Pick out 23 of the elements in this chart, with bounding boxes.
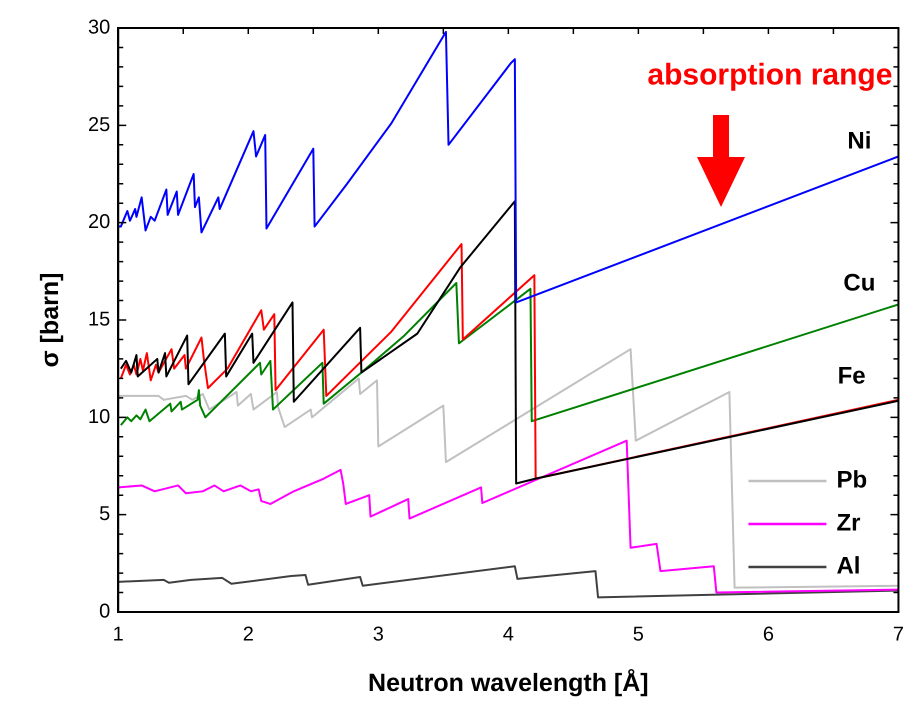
y-axis-title: σ [barn] — [36, 272, 64, 368]
y-tick-label: 25 — [88, 114, 110, 136]
y-tick-label: 10 — [88, 406, 110, 428]
legend-label: Zr — [836, 510, 860, 537]
y-tick-label: 20 — [88, 211, 110, 234]
annotation: Ni — [847, 128, 872, 155]
y-tick-label: 0 — [99, 600, 110, 623]
annotation: Cu — [843, 270, 876, 297]
x-tick-label: 6 — [762, 624, 774, 646]
x-tick-label: 2 — [242, 624, 254, 646]
x-tick-label: 4 — [502, 624, 514, 646]
y-tick-label: 5 — [99, 503, 110, 526]
y-tick-label: 15 — [88, 308, 110, 331]
legend-label: Al — [836, 552, 860, 580]
annotation: Fe — [838, 362, 866, 390]
x-tick-label: 7 — [892, 624, 904, 646]
legend-label: Pb — [836, 466, 868, 494]
x-tick-label: 5 — [632, 624, 644, 646]
x-axis-title: Neutron wavelength [Å] — [368, 668, 649, 697]
y-tick-label: 30 — [88, 16, 110, 39]
x-tick-label: 1 — [112, 624, 124, 646]
x-tick-label: 3 — [372, 624, 384, 646]
annotation: absorption range — [647, 58, 892, 92]
